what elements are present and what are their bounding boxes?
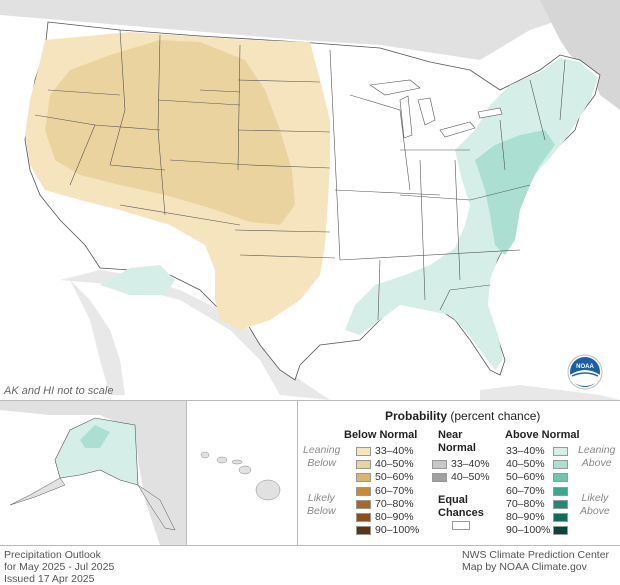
below-label-3: 60–70%: [375, 484, 414, 497]
below-label-2: 50–60%: [375, 471, 414, 484]
equal-header-line2: Chances: [438, 507, 484, 519]
legend-title-bold: Probability: [385, 409, 448, 423]
mexico-landmass: [60, 270, 330, 400]
below-label-5: 80–90%: [375, 511, 414, 523]
above-label-5: 80–90%: [506, 511, 545, 523]
near-header-line2: Normal: [438, 442, 476, 454]
canada-landmass: [0, 0, 620, 60]
caribbean-landmass: [480, 385, 620, 400]
below-label-4: 70–80%: [375, 497, 414, 510]
above-40-50-region: [475, 130, 555, 255]
footer-title: Precipitation Outlook: [4, 549, 101, 561]
likely-below-line1: Likely: [307, 492, 335, 504]
likely-below-line2: Below: [307, 505, 336, 517]
above-swatch-2: [553, 473, 568, 483]
state-boundaries: [34, 29, 566, 321]
hawaii-islands: [200, 451, 281, 501]
alaska-panhandle: [137, 484, 176, 531]
canada-east-landmass: [540, 0, 620, 110]
below-swatch-1: [356, 460, 371, 470]
above-normal-header: Above Normal: [505, 429, 580, 441]
alaska-inset-russia-land: [0, 401, 186, 470]
near-swatch-1: [432, 473, 447, 483]
near-header-line1: Near: [438, 429, 463, 441]
alaska-above-40-50: [80, 425, 110, 448]
above-swatch-3: [553, 486, 568, 496]
likely-above-line1: Likely: [581, 492, 609, 504]
below-swatch-3: [356, 486, 371, 496]
footer-right: NWS Climate Prediction Center Map by NOAA…: [462, 549, 609, 573]
footer-credit: Map by NOAA Climate.gov: [462, 561, 587, 573]
likely-above-line2: Above: [580, 505, 610, 517]
below-normal-header: Below Normal: [344, 429, 418, 441]
leaning-below-line1: Leaning: [303, 444, 341, 456]
legend-title-rest: (percent chance): [447, 409, 541, 423]
above-label-2: 50–60%: [506, 471, 545, 484]
near-label-0: 33–40%: [451, 458, 490, 470]
below-swatch-6: [356, 526, 371, 536]
leaning-above-line2: Above: [581, 457, 612, 469]
above-label-0: 33–40%: [506, 445, 545, 457]
above-swatch-6: [553, 526, 568, 536]
above-label-3: 60–70%: [506, 484, 545, 497]
above-leaning-southwest-region: [100, 265, 175, 295]
leaning-above-line1: Leaning: [578, 444, 616, 456]
scale-note: AK and HI not to scale: [4, 385, 114, 397]
equal-chances-swatch: [452, 521, 470, 530]
above-swatch-5: [553, 513, 568, 522]
noaa-logo-text: NOAA: [576, 364, 594, 370]
below-label-6: 90–100%: [375, 524, 420, 537]
above-swatch-0: [553, 447, 568, 456]
below-swatch-4: [356, 499, 371, 509]
likely-below-label: Likely Below: [307, 492, 336, 518]
great-lakes: [369, 79, 503, 139]
likely-above-label: Likely Above: [580, 492, 610, 518]
below-40-50-region: [45, 40, 295, 225]
footer-left: Precipitation Outlook for May 2025 - Jul …: [4, 549, 114, 585]
leaning-above-label: Leaning Above: [578, 444, 615, 470]
below-swatch-2: [356, 473, 371, 483]
baja-landmass: [70, 280, 125, 395]
footer-issued: Issued 17 Apr 2025: [4, 573, 95, 585]
near-normal-header: Near Normal: [438, 429, 476, 455]
equal-chances-header: Equal Chances: [438, 494, 484, 520]
equal-header-line1: Equal: [438, 494, 468, 506]
above-label-1: 40–50%: [506, 458, 545, 471]
near-label-1: 40–50%: [451, 471, 490, 484]
noaa-logo: [567, 354, 603, 390]
alaska-landmass: [54, 417, 139, 486]
alaska-inset-canada-land: [135, 420, 186, 545]
above-swatch-1: [553, 460, 568, 470]
footer-period: for May 2025 - Jul 2025: [4, 561, 115, 573]
below-label-1: 40–50%: [375, 458, 414, 471]
legend-title: Probability (percent chance): [385, 409, 540, 423]
above-label-4: 70–80%: [506, 497, 545, 510]
footer-source: NWS Climate Prediction Center: [462, 549, 610, 561]
below-swatch-5: [356, 513, 371, 522]
leaning-below-label: Leaning Below: [303, 444, 340, 470]
below-label-0: 33–40%: [375, 445, 414, 457]
above-label-6: 90–100%: [506, 524, 551, 537]
near-swatch-0: [432, 460, 447, 469]
aleutian-islands: [9, 477, 66, 506]
below-swatch-0: [356, 447, 371, 456]
leaning-below-line2: Below: [307, 457, 336, 469]
above-swatch-4: [553, 499, 568, 509]
